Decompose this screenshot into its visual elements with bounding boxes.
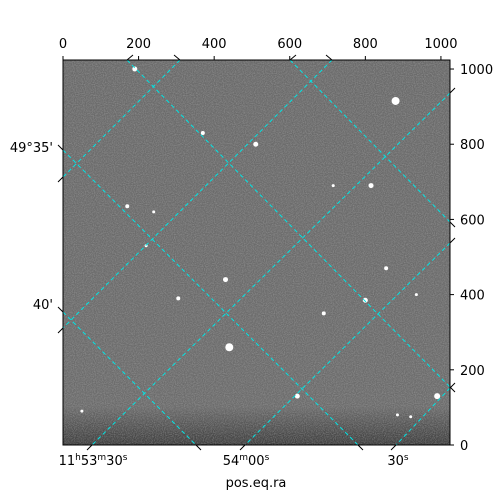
star-16 — [294, 393, 300, 399]
star-0 — [132, 66, 138, 72]
top-tick-label-2: 400 — [202, 37, 227, 52]
star-9 — [223, 277, 229, 283]
right-tick-label-3: 600 — [460, 213, 485, 228]
wcs-tick — [289, 54, 297, 61]
right-tick-label-4: 800 — [460, 138, 485, 153]
star-14 — [414, 293, 418, 297]
star-10 — [176, 296, 181, 301]
pixel-axis-ticks: 0 200 400 600 800 1000 0 200 400 600 800 1000 — [59, 37, 493, 454]
wcs-tick — [449, 386, 456, 393]
star-13 — [384, 266, 389, 271]
wcs-tick — [86, 444, 93, 451]
wcs-tick — [390, 444, 397, 451]
star-2 — [200, 130, 205, 135]
right-tick-label-0: 0 — [460, 439, 468, 454]
ra-tick-label-1: 11h53m30s — [59, 453, 128, 469]
dec-tick-label-2: 40' — [33, 298, 53, 313]
top-tick-label-4: 800 — [353, 37, 378, 52]
grid-line — [395, 387, 450, 445]
ra-tick-label-3: 30s — [387, 453, 409, 469]
wcs-tick — [57, 176, 64, 183]
x-axis-title: pos.eq.ra — [226, 476, 287, 491]
plot-frame — [62, 59, 451, 446]
star-19 — [409, 415, 413, 419]
grid-line — [63, 311, 197, 445]
wcs-tick — [239, 444, 246, 451]
star-15 — [225, 343, 234, 352]
dec-tick-label-1: 49°35' — [10, 141, 53, 156]
image-noise — [63, 60, 450, 445]
star-17 — [434, 393, 441, 400]
star-12 — [362, 297, 368, 303]
top-tick-label-0: 0 — [59, 37, 67, 52]
star-1 — [391, 96, 400, 105]
star-3 — [253, 141, 259, 147]
right-tick-label-2: 400 — [460, 289, 485, 304]
star-7 — [152, 210, 156, 214]
wcs-tick — [357, 444, 364, 451]
wcs-tick — [195, 444, 202, 451]
stars-layer — [80, 66, 441, 419]
wcs-tick — [57, 327, 64, 334]
star-20 — [80, 409, 84, 413]
wcs-tick — [126, 54, 134, 61]
star-5 — [331, 184, 335, 188]
wcs-tick — [449, 237, 456, 244]
wcs-tick — [449, 221, 456, 228]
grid-line — [289, 60, 450, 223]
star-18 — [395, 413, 399, 417]
grid-line — [63, 60, 333, 329]
wcs-edge-ticks — [57, 54, 456, 451]
wcs-tick — [449, 87, 456, 94]
wcs-grid — [63, 60, 450, 445]
right-tick-label-1: 200 — [460, 364, 485, 379]
star-11 — [321, 311, 326, 316]
ra-tick-label-2: 54m00s — [223, 453, 270, 469]
right-tick-label-5: 1000 — [460, 63, 493, 78]
wcs-tick — [57, 144, 64, 151]
top-tick-label-5: 1000 — [424, 37, 457, 52]
wcs-tick — [173, 54, 181, 61]
star-6 — [125, 204, 130, 209]
grid-line — [244, 242, 450, 445]
wcs-tick — [57, 306, 64, 313]
star-4 — [368, 183, 374, 189]
top-tick-label-3: 600 — [277, 37, 302, 52]
top-tick-label-1: 200 — [126, 37, 151, 52]
wcs-tick — [325, 54, 333, 61]
